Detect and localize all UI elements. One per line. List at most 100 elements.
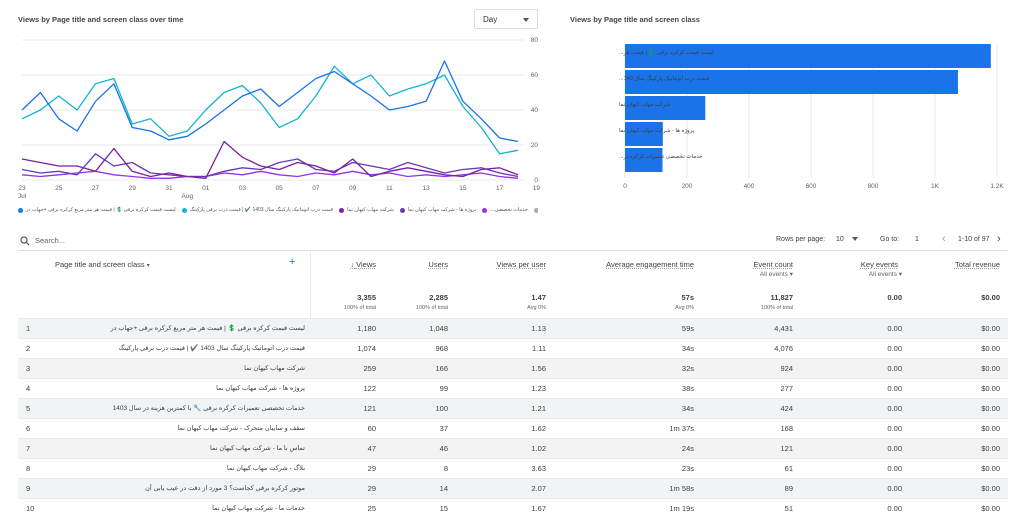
- event-count-filter-label: All events: [759, 271, 788, 278]
- series-line: [21, 140, 519, 179]
- row-index: 3: [26, 364, 31, 373]
- legend-item[interactable]: خدمات تخصصی...: [482, 207, 528, 213]
- legend-item[interactable]: ‹ ›: [533, 207, 538, 213]
- add-dimension-icon[interactable]: +: [289, 256, 296, 268]
- row-page-title[interactable]: خدمات ما - شرکت مهاب کیهان نما: [212, 505, 305, 512]
- table-row[interactable]: 5 خدمات تخصصی تعمیرات کرکره برقی 🔧 با کمت…: [18, 398, 1008, 418]
- row-page-title[interactable]: موتور کرکره برقی کجاست؟ 3 مورد از دقت در…: [145, 485, 305, 492]
- header-key-events[interactable]: Key events: [860, 260, 898, 269]
- y-tick-label: 20: [531, 142, 539, 149]
- row-cell-vpu: 1.56: [531, 364, 546, 373]
- header-event-count[interactable]: Event count: [753, 260, 793, 269]
- row-page-title[interactable]: قیمت درب اتوماتیک پارکینگ سال 1403 ✔️ | …: [118, 345, 305, 352]
- total-views: 3,355: [357, 293, 376, 302]
- table-row[interactable]: 7 تماس با ما - شرکت مهاب کیهان نما 47 46 1.0…: [18, 438, 1008, 458]
- row-page-title[interactable]: خدمات تخصصی تعمیرات کرکره برقی 🔧 با کمتر…: [112, 405, 305, 412]
- x-tick-label: 1K: [931, 183, 940, 190]
- header-avg-engagement[interactable]: Average engagement time: [606, 260, 694, 269]
- total-users-sub: 100% of total: [415, 305, 448, 311]
- x-tick-label: 0: [623, 183, 627, 190]
- row-cell-vpu: 1.11: [531, 344, 546, 353]
- table-row[interactable]: 10 خدمات ما - شرکت مهاب کیهان نما 25 15 1.67…: [18, 498, 1008, 518]
- row-cell-views: 29: [367, 464, 376, 473]
- table-row[interactable]: 3 شرکت مهاب کیهان نما 259 166 1.56 32s 924 0.00…: [18, 358, 1008, 378]
- legend-item[interactable]: قیمت درب اتوماتیک پارکینگ سال 1403 ✔️ | …: [181, 207, 333, 213]
- header-users[interactable]: Users: [428, 260, 448, 269]
- bar: [625, 70, 958, 94]
- goto-label: Go to:: [880, 236, 900, 243]
- row-cell-views: 47: [367, 444, 376, 453]
- row-cell-rev: $0.00: [981, 424, 1000, 433]
- bar: [625, 96, 706, 120]
- rows-per-page-select[interactable]: 10: [836, 236, 858, 243]
- row-page-title[interactable]: پروژه ها - شرکت مهاب کیهان نما: [216, 385, 305, 392]
- x-tick-label: 23: [18, 185, 26, 192]
- header-views[interactable]: ↓ Views: [351, 260, 376, 269]
- header-page-title[interactable]: Page title and screen class ▾: [55, 260, 150, 269]
- y-tick-label: 40: [531, 107, 539, 114]
- row-cell-users: 166: [435, 364, 448, 373]
- total-events-sub: 100% of total: [760, 305, 793, 311]
- chevron-down-icon: [523, 18, 529, 22]
- goto-input[interactable]: 1: [915, 236, 919, 243]
- legend-item[interactable]: لیست قیمت کرکره برقی 💲 | قیمت هر متر مرب…: [18, 207, 176, 213]
- header-total-revenue[interactable]: Total revenue: [954, 260, 1000, 269]
- legend-item[interactable]: پروژه ها - شرکت مهاب کیهان نما: [399, 207, 476, 213]
- row-page-title[interactable]: شرکت مهاب کیهان نما: [244, 365, 305, 372]
- row-cell-events: 4,431: [774, 324, 793, 333]
- x-tick-label: 03: [239, 185, 247, 192]
- table-row[interactable]: 9 موتور کرکره برقی کجاست؟ 3 مورد از دقت د…: [18, 478, 1008, 498]
- prev-page-icon[interactable]: ‹: [942, 233, 946, 245]
- legend-item[interactable]: شرکت مهاب کیهان نما: [339, 207, 394, 213]
- total-revenue: $0.00: [981, 293, 1000, 302]
- table-row[interactable]: 4 پروژه ها - شرکت مهاب کیهان نما 122 99 1.23…: [18, 378, 1008, 398]
- total-users: 2,285: [429, 293, 448, 302]
- row-page-title[interactable]: سقف و سایبان متحرک - شرکت مهاب کیهان نما: [177, 425, 305, 432]
- rows-per-page-value: 10: [836, 236, 844, 243]
- key-events-filter[interactable]: All events ▾: [869, 270, 902, 278]
- row-index: 7: [26, 444, 31, 453]
- x-tick-label: 400: [744, 183, 755, 190]
- granularity-dropdown[interactable]: Day: [474, 9, 538, 29]
- search-input[interactable]: Search...: [35, 236, 66, 245]
- line-chart: 80 60 40 20 0 23 25 27 29 31 01 03 05 07 09 11 13 15 17 19 J…: [18, 37, 540, 200]
- row-cell-aet: 1m 19s: [669, 504, 694, 513]
- table-row[interactable]: 2 قیمت درب اتوماتیک پارکینگ سال 1403 ✔️ |…: [18, 338, 1008, 358]
- bar-category-label: خدمات تخصصی تعمیرات کرکره بر...: [619, 153, 703, 160]
- row-index: 10: [26, 504, 35, 513]
- bar: [625, 44, 991, 68]
- line-chart-legend: لیست قیمت کرکره برقی 💲 | قیمت هر متر مرب…: [18, 205, 538, 215]
- next-page-icon[interactable]: ›: [997, 233, 1001, 245]
- row-page-title[interactable]: لیست قیمت کرکره برقی 💲 | قیمت هر متر مرب…: [110, 325, 306, 332]
- row-cell-vpu: 1.02: [531, 444, 546, 453]
- row-cell-events: 924: [780, 364, 793, 373]
- row-cell-users: 99: [439, 384, 448, 393]
- row-cell-views: 122: [363, 384, 376, 393]
- header-views-per-user[interactable]: Views per user: [496, 260, 546, 269]
- table-row[interactable]: 6 سقف و سایبان متحرک - شرکت مهاب کیهان نم…: [18, 418, 1008, 438]
- row-cell-events: 4,076: [774, 344, 793, 353]
- event-count-filter[interactable]: All events ▾: [760, 270, 793, 278]
- series-line: [21, 65, 519, 155]
- row-cell-vpu: 1.21: [531, 404, 546, 413]
- x-tick-label: 31: [165, 185, 173, 192]
- row-cell-key: 0.00: [887, 424, 902, 433]
- row-cell-rev: $0.00: [981, 384, 1000, 393]
- row-cell-rev: $0.00: [981, 344, 1000, 353]
- x-tick-label: 27: [92, 185, 100, 192]
- row-cell-vpu: 1.13: [531, 324, 546, 333]
- x-tick-label: 25: [55, 185, 63, 192]
- x-tick-label: 13: [423, 185, 431, 192]
- row-page-title[interactable]: بلاگ - شرکت مهاب کیهان نما: [226, 465, 305, 472]
- table-row[interactable]: 8 بلاگ - شرکت مهاب کیهان نما 29 8 3.63 23s 61 0…: [18, 458, 1008, 478]
- granularity-value: Day: [483, 15, 498, 24]
- row-cell-events: 424: [780, 404, 793, 413]
- row-cell-key: 0.00: [887, 444, 902, 453]
- table-row[interactable]: 1 لیست قیمت کرکره برقی 💲 | قیمت هر متر مر…: [18, 318, 1008, 338]
- row-cell-aet: 1m 37s: [669, 424, 694, 433]
- row-page-title[interactable]: تماس با ما - شرکت مهاب کیهان نما: [210, 445, 305, 452]
- x-tick-label: 09: [349, 185, 357, 192]
- row-cell-users: 100: [435, 404, 448, 413]
- y-tick-label: 60: [531, 72, 539, 79]
- row-cell-key: 0.00: [887, 484, 902, 493]
